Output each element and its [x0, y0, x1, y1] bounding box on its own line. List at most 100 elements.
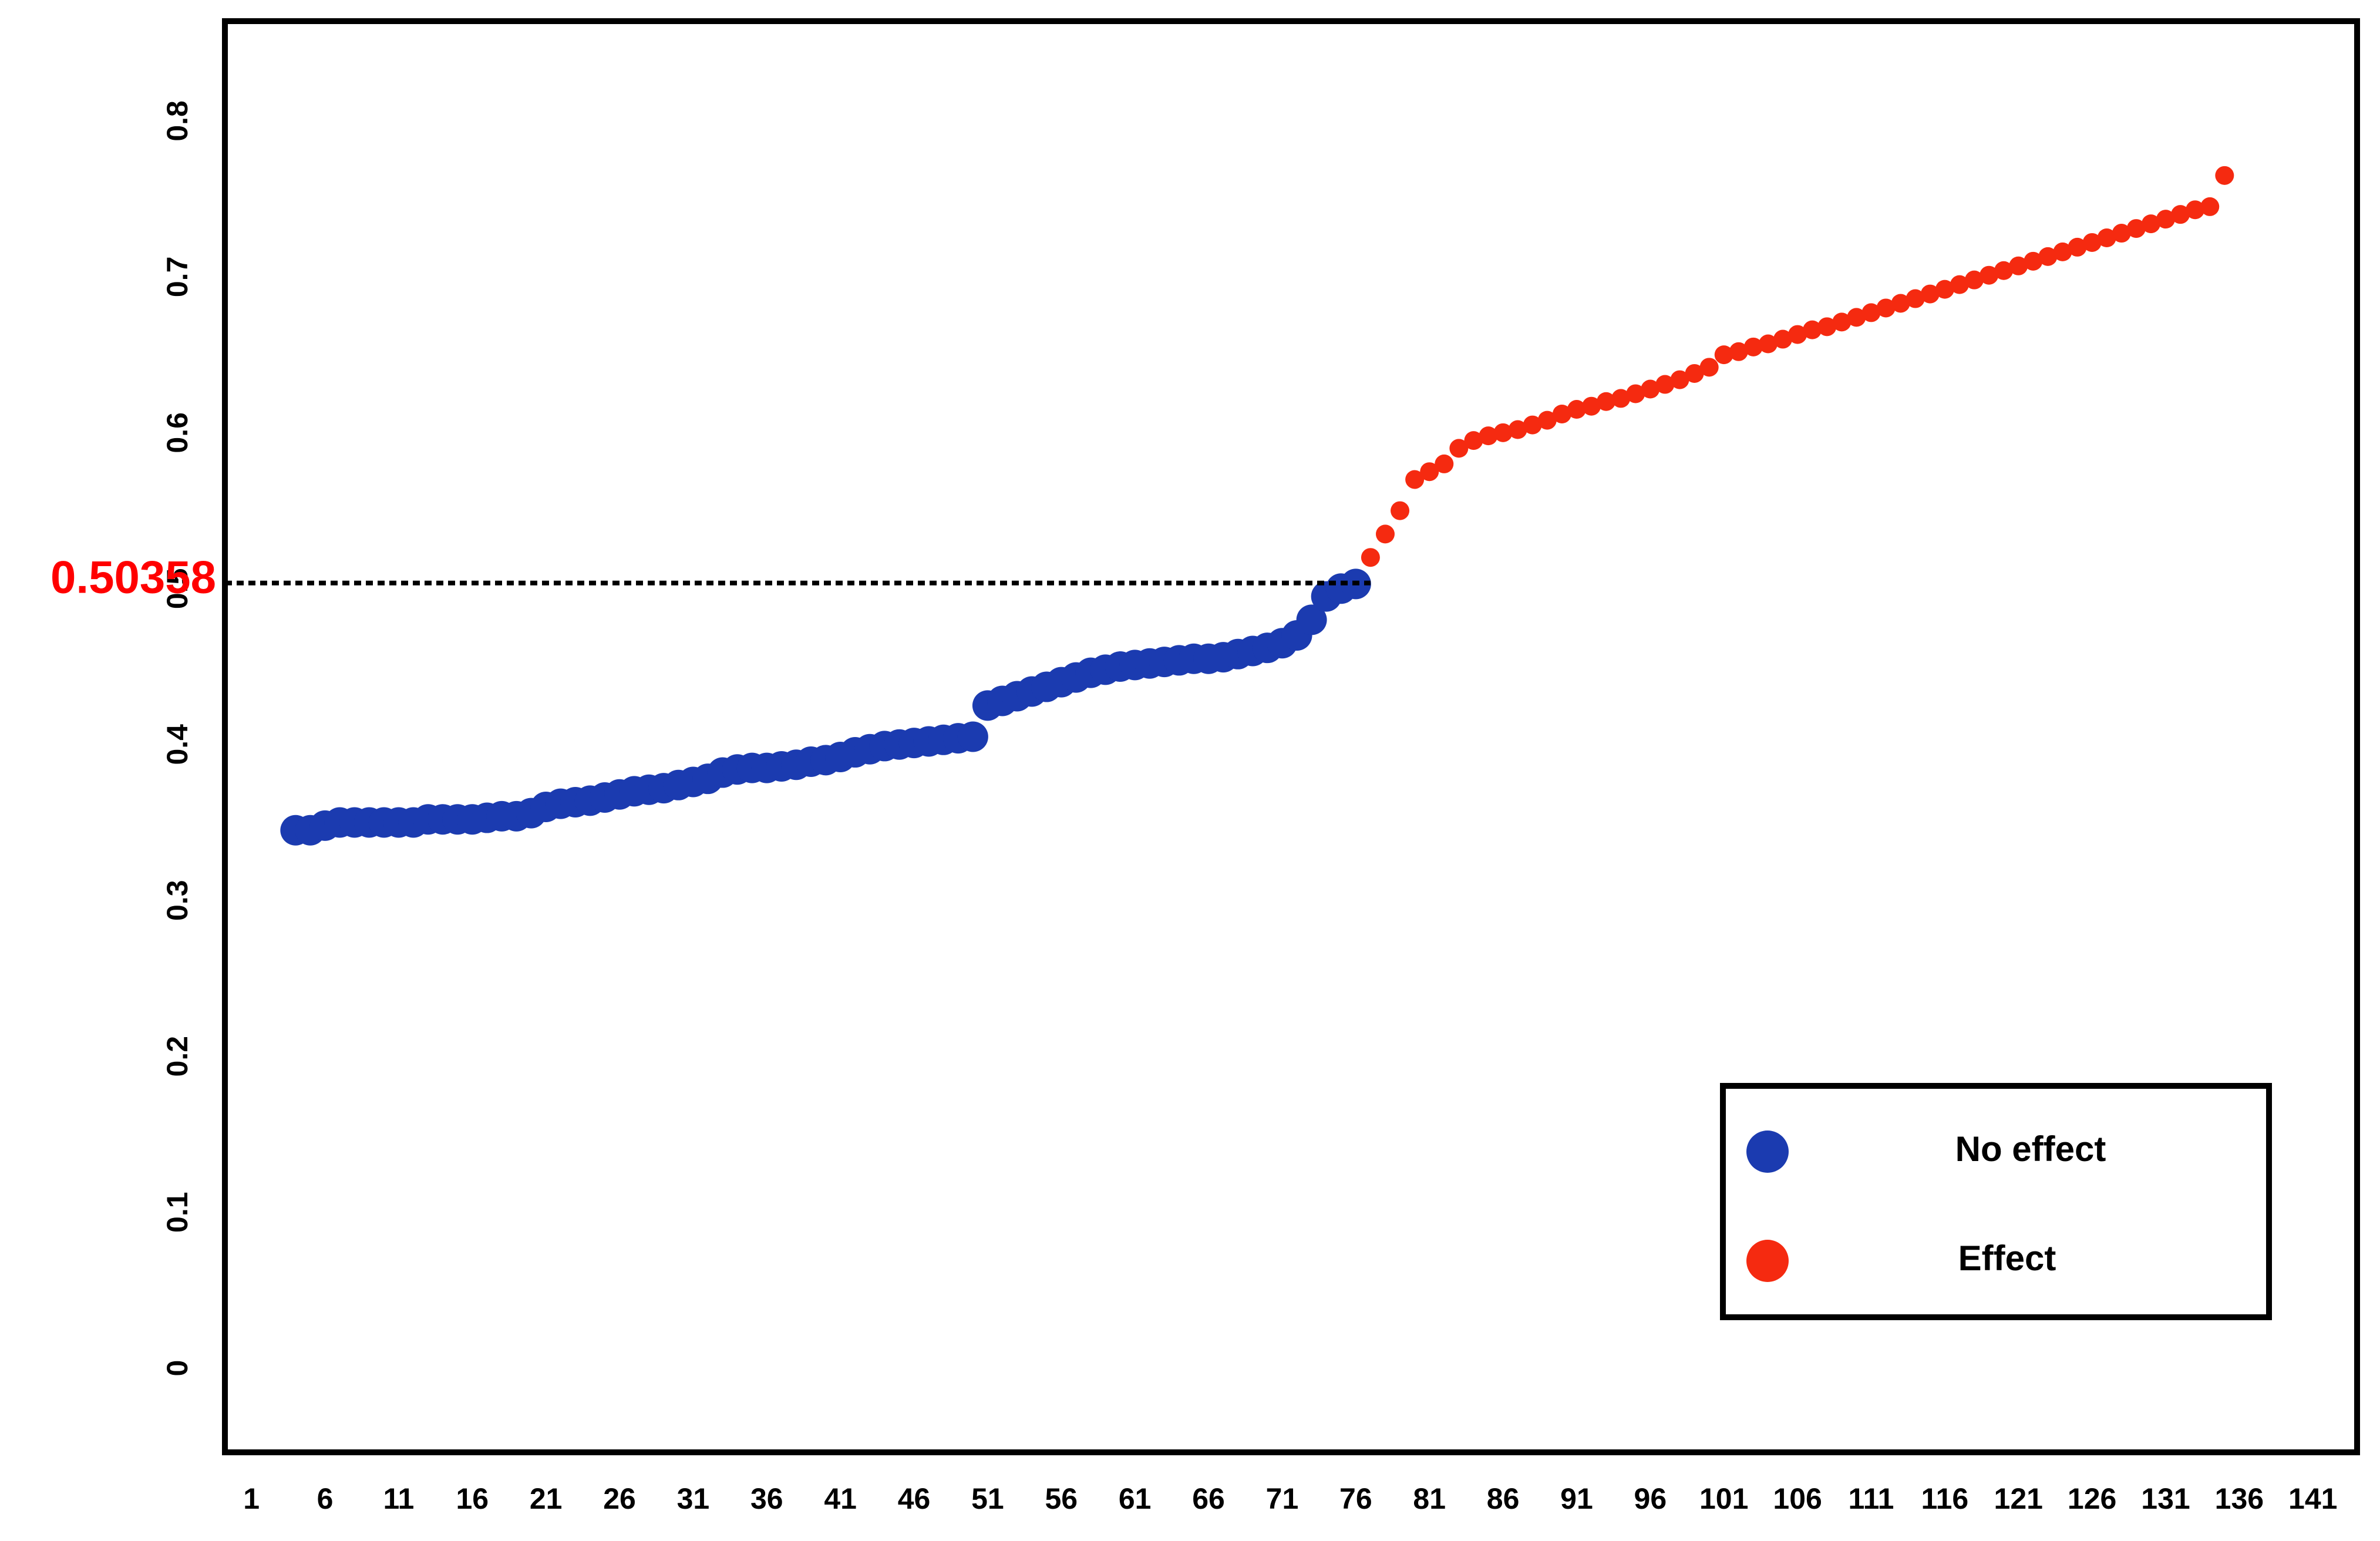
- data-point: [1714, 345, 1733, 365]
- x-tick-label: 131: [2141, 1482, 2190, 1515]
- data-point: [1699, 358, 1719, 377]
- data-point: [1891, 294, 1910, 313]
- data-point: [1773, 329, 1793, 349]
- y-tick-label: 0: [161, 1360, 194, 1377]
- data-point: [2053, 242, 2072, 261]
- x-tick-label: 1: [243, 1482, 260, 1515]
- data-point: [2038, 247, 2058, 266]
- data-point: [1847, 308, 1866, 327]
- x-tick-label: 106: [1773, 1482, 1822, 1515]
- data-point: [1464, 431, 1483, 450]
- data-point: [1876, 298, 1896, 318]
- x-tick-label: 71: [1266, 1482, 1299, 1515]
- data-point: [1832, 312, 1852, 332]
- data-point: [1626, 384, 1645, 403]
- data-point: [1375, 524, 1395, 544]
- x-tick-label: 101: [1699, 1482, 1748, 1515]
- x-tick-label: 66: [1192, 1482, 1225, 1515]
- legend-label: Effect: [1958, 1239, 2056, 1278]
- x-tick-label: 46: [898, 1482, 931, 1515]
- y-tick-label: 0.5: [161, 568, 194, 610]
- data-point: [1641, 379, 1660, 399]
- data-point: [2156, 210, 2176, 229]
- y-tick-label: 0.4: [161, 724, 194, 765]
- x-tick-label: 56: [1045, 1482, 1078, 1515]
- data-point: [1611, 389, 1631, 408]
- data-point: [1817, 317, 1837, 337]
- data-point: [2171, 205, 2190, 224]
- y-tick-label: 0.8: [161, 100, 194, 142]
- data-point: [2009, 256, 2028, 275]
- data-point: [2186, 200, 2205, 220]
- data-point: [2200, 197, 2220, 216]
- x-tick-label: 91: [1560, 1482, 1593, 1515]
- data-point: [1935, 280, 1954, 299]
- x-tick-label: 36: [750, 1482, 783, 1515]
- x-tick-label: 96: [1634, 1482, 1667, 1515]
- data-point: [2068, 237, 2087, 257]
- y-tick-label: 0.7: [161, 257, 194, 298]
- y-tick-label: 0.6: [161, 412, 194, 453]
- x-tick-label: 26: [603, 1482, 636, 1515]
- data-point: [1597, 392, 1616, 411]
- data-point: [1685, 364, 1704, 383]
- data-point: [2082, 233, 2102, 252]
- data-point: [1861, 303, 1881, 322]
- data-point: [2024, 251, 2043, 271]
- x-tick-label: 116: [1921, 1482, 1969, 1515]
- data-point: [1655, 375, 1675, 394]
- data-point: [1729, 342, 1748, 361]
- data-point: [1296, 604, 1327, 635]
- data-point: [1567, 400, 1586, 419]
- y-tick-label: 0.3: [161, 880, 194, 921]
- data-point: [1537, 411, 1557, 430]
- x-tick-label: 6: [317, 1482, 334, 1515]
- x-tick-label: 61: [1119, 1482, 1152, 1515]
- data-point: [1435, 454, 1454, 473]
- x-tick-label: 121: [1994, 1482, 2043, 1515]
- y-tick-label: 0.1: [161, 1192, 194, 1233]
- data-point: [1523, 415, 1542, 435]
- data-point: [1420, 462, 1439, 482]
- data-point: [2126, 219, 2146, 238]
- plot-frame: [222, 18, 2360, 1455]
- threshold-label: 0.50358: [51, 551, 216, 603]
- data-point: [1361, 548, 1380, 567]
- data-point: [1743, 337, 1763, 356]
- data-point: [1582, 396, 1601, 416]
- data-point: [1994, 261, 2014, 280]
- data-point: [1906, 289, 1925, 308]
- data-point: [1552, 404, 1571, 423]
- x-tick-label: 16: [456, 1482, 489, 1515]
- data-point: [1391, 501, 1410, 520]
- x-tick-label: 136: [2215, 1482, 2264, 1515]
- data-point: [2141, 214, 2160, 234]
- data-point: [1493, 423, 1513, 442]
- x-tick-label: 81: [1413, 1482, 1446, 1515]
- data-point: [1508, 420, 1527, 439]
- data-point: [2097, 228, 2116, 248]
- x-tick-label: 86: [1487, 1482, 1520, 1515]
- data-point: [1670, 370, 1689, 389]
- data-point: [957, 721, 988, 752]
- data-point: [2215, 166, 2234, 185]
- x-tick-label: 21: [530, 1482, 563, 1515]
- legend-box: [1720, 1083, 2272, 1320]
- data-point: [1449, 439, 1469, 458]
- x-tick-label: 76: [1339, 1482, 1372, 1515]
- x-tick-label: 126: [2068, 1482, 2116, 1515]
- x-tick-label: 11: [383, 1482, 414, 1515]
- data-point: [2112, 224, 2131, 243]
- legend-marker: [1746, 1240, 1789, 1282]
- x-tick-label: 51: [971, 1482, 1004, 1515]
- y-tick-label: 0.2: [161, 1036, 194, 1077]
- x-tick-label: 111: [1849, 1482, 1894, 1515]
- data-point: [1405, 470, 1425, 489]
- data-point: [1965, 270, 1984, 290]
- x-tick-label: 41: [824, 1482, 857, 1515]
- legend-marker: [1746, 1130, 1789, 1173]
- data-point: [1920, 284, 1940, 304]
- data-point: [1803, 320, 1822, 339]
- x-tick-label: 31: [677, 1482, 710, 1515]
